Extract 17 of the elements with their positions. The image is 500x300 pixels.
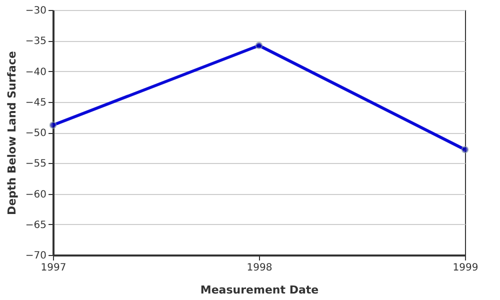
x-tick-label: 1998	[246, 262, 272, 274]
point	[255, 42, 263, 50]
y-tick-label: −35	[25, 36, 46, 48]
y-tick-label: −45	[25, 97, 46, 108]
y-tick-label: −55	[25, 158, 46, 170]
y-tick-label: −40	[25, 66, 46, 78]
y-tick-label: −30	[25, 6, 46, 16]
y-tick-label: −70	[25, 250, 46, 262]
x-tick-label: 1997	[40, 262, 66, 274]
y-axis-title: Depth Below Land Surface	[5, 51, 18, 215]
point	[49, 121, 57, 129]
x-axis-title: Measurement Date	[200, 284, 319, 296]
y-tick-label: −65	[25, 220, 46, 231]
point	[461, 146, 469, 154]
x-tick-label: 1999	[452, 262, 478, 274]
y-tick-label: −60	[25, 189, 46, 200]
y-tick-label: −50	[25, 128, 46, 139]
